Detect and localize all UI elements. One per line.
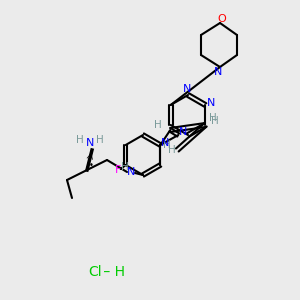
Text: N: N xyxy=(127,167,135,177)
Text: Cl: Cl xyxy=(88,265,102,279)
Text: F: F xyxy=(115,165,121,175)
Text: H: H xyxy=(168,145,176,155)
Text: H: H xyxy=(209,113,217,123)
Text: – H: – H xyxy=(99,265,125,279)
Text: N: N xyxy=(214,67,222,77)
Text: H: H xyxy=(96,135,104,145)
Text: N: N xyxy=(179,127,188,137)
Text: N: N xyxy=(183,84,191,94)
Text: O: O xyxy=(218,14,226,24)
Text: H: H xyxy=(212,116,219,126)
Text: H: H xyxy=(121,162,129,172)
Text: N: N xyxy=(161,138,170,148)
Text: N: N xyxy=(86,138,94,148)
Text: H: H xyxy=(154,120,162,130)
Text: H: H xyxy=(76,135,84,145)
Text: N: N xyxy=(207,98,215,108)
Text: H: H xyxy=(164,140,171,150)
Text: •: • xyxy=(88,161,93,170)
